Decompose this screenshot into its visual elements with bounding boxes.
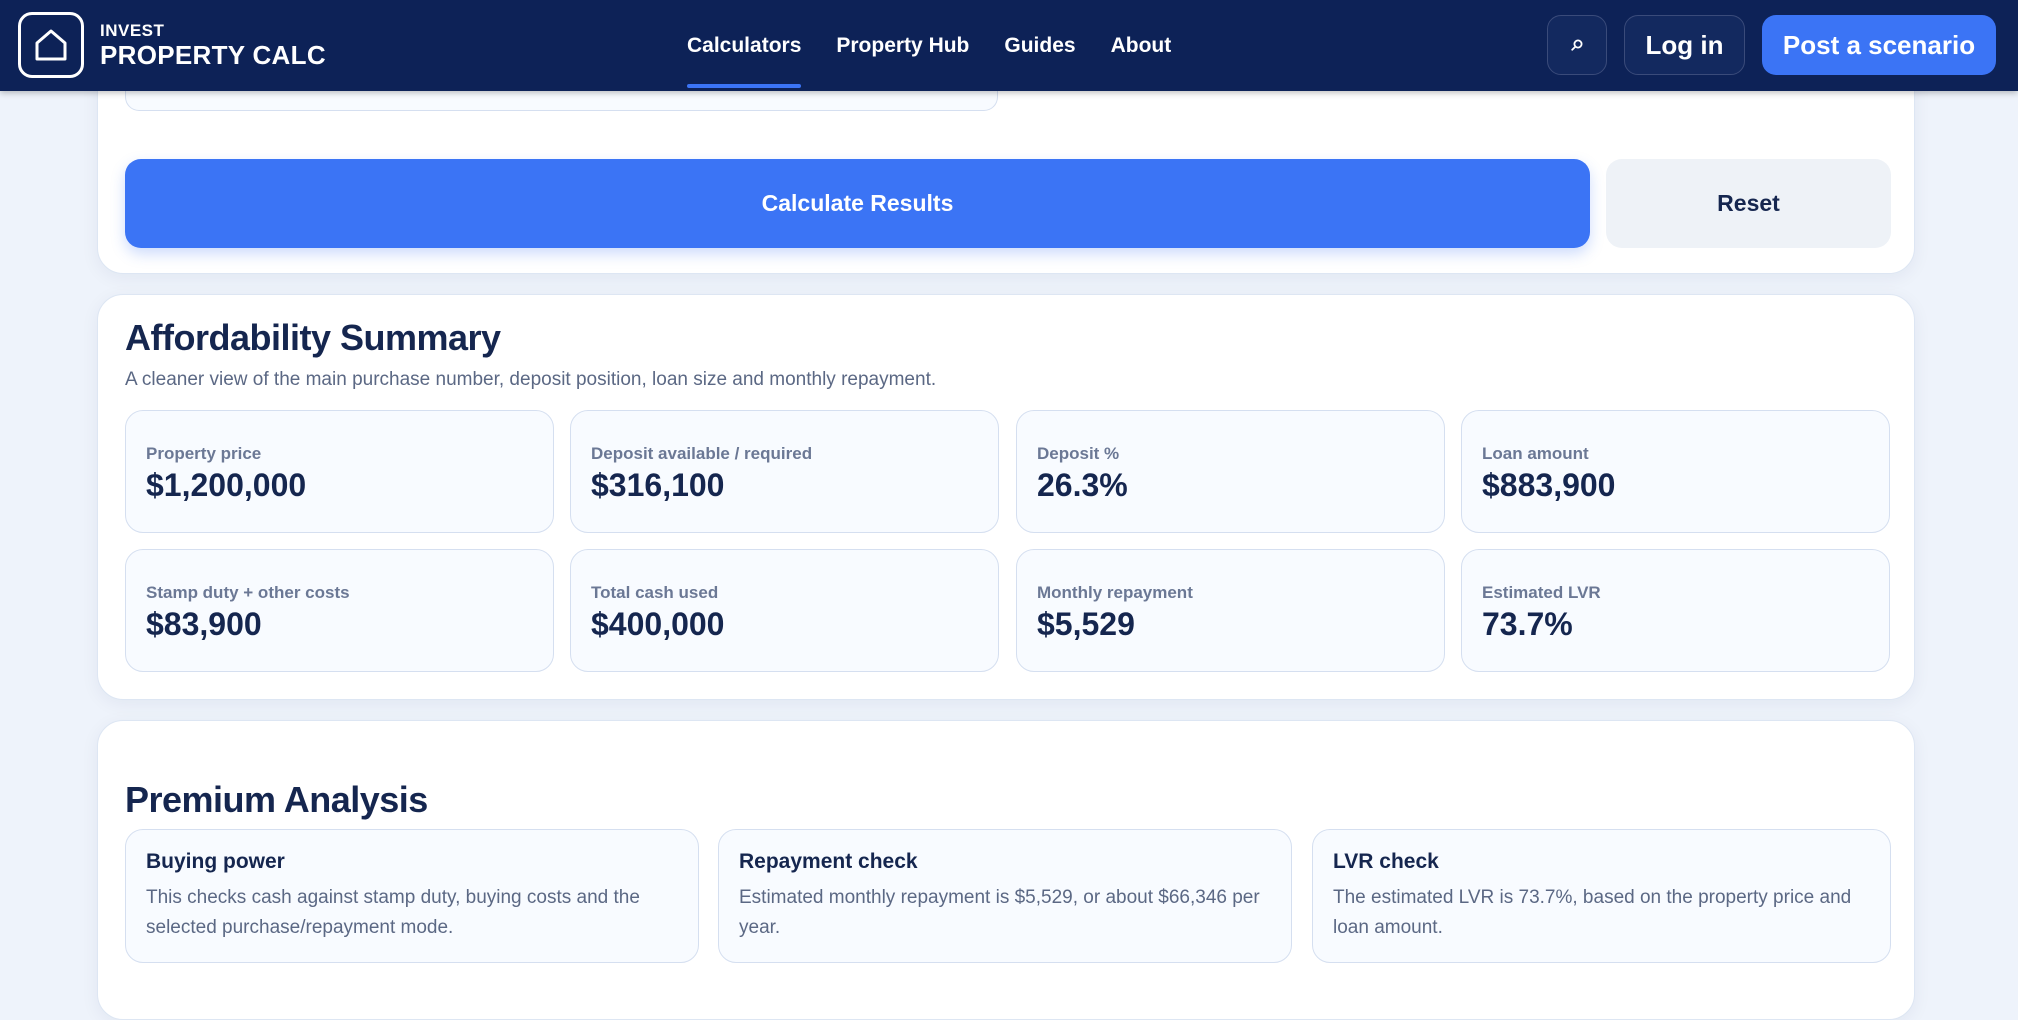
nav-about[interactable]: About [1110, 33, 1172, 57]
stat-label: Loan amount [1482, 444, 1589, 463]
login-button[interactable]: Log in [1624, 15, 1745, 75]
reset-button[interactable]: Reset [1606, 159, 1891, 248]
summary-subtitle: A cleaner view of the main purchase numb… [125, 369, 937, 390]
stat-property-price: Property price $1,200,000 [125, 410, 554, 533]
premium-card-title: Buying power [146, 850, 285, 873]
premium-card-text: The estimated LVR is 73.7%, based on the… [1333, 887, 1852, 938]
stat-estimated-lvr: Estimated LVR 73.7% [1461, 549, 1890, 672]
stat-value: $400,000 [591, 606, 725, 642]
premium-lvr-check: LVR check The estimated LVR is 73.7%, ba… [1312, 829, 1891, 963]
premium-card-title: LVR check [1333, 850, 1439, 873]
stat-value: $316,100 [591, 467, 725, 503]
stat-label: Estimated LVR [1482, 583, 1601, 602]
stat-label: Deposit available / required [591, 444, 813, 463]
brand-name-big: PROPERTY CALC [100, 40, 326, 70]
nav-guides[interactable]: Guides [1004, 33, 1076, 57]
nav-calculators[interactable]: Calculators [687, 0, 802, 91]
stat-label: Total cash used [591, 583, 719, 602]
stat-label: Stamp duty + other costs [146, 583, 350, 602]
stat-value: $5,529 [1037, 606, 1135, 642]
stat-value: $1,200,000 [146, 467, 307, 503]
stat-value: $83,900 [146, 606, 262, 642]
affordability-summary-card: Affordability Summary A cleaner view of … [97, 294, 1915, 700]
premium-card-text: This checks cash against stamp duty, buy… [146, 887, 640, 938]
search-button[interactable] [1547, 15, 1607, 75]
post-scenario-button[interactable]: Post a scenario [1762, 15, 1996, 75]
nav-property-hub[interactable]: Property Hub [836, 33, 970, 57]
search-icon [1571, 39, 1583, 51]
premium-repayment-check: Repayment check Estimated monthly repaym… [718, 829, 1292, 963]
calculate-results-button[interactable]: Calculate Results [125, 159, 1590, 248]
premium-card-title: Repayment check [739, 850, 918, 873]
stat-label: Deposit % [1037, 444, 1120, 463]
stat-deposit-percent: Deposit % 26.3% [1016, 410, 1445, 533]
stat-value: 73.7% [1482, 606, 1573, 642]
stat-deposit: Deposit available / required $316,100 [570, 410, 999, 533]
home-logo-icon[interactable] [18, 12, 84, 78]
premium-buying-power: Buying power This checks cash against st… [125, 829, 699, 963]
stat-monthly-repayment: Monthly repayment $5,529 [1016, 549, 1445, 672]
premium-title: Premium Analysis [125, 779, 428, 820]
stat-total-cash: Total cash used $400,000 [570, 549, 999, 672]
brand-name-small: INVEST [100, 21, 165, 40]
stat-label: Property price [146, 444, 262, 463]
premium-analysis-card: Premium Analysis Buying power This check… [97, 720, 1915, 1020]
premium-card-text: Estimated monthly repayment is $5,529, o… [739, 887, 1260, 938]
top-navbar: INVEST PROPERTY CALC Calculators Propert… [0, 0, 2018, 91]
stat-value: 26.3% [1037, 467, 1128, 503]
stat-label: Monthly repayment [1037, 583, 1193, 602]
stat-loan-amount: Loan amount $883,900 [1461, 410, 1890, 533]
brand-logo[interactable]: INVEST PROPERTY CALC [100, 22, 326, 68]
main-nav: Calculators Property Hub Guides About [687, 0, 1206, 91]
stat-value: $883,900 [1482, 467, 1616, 503]
stat-stamp-duty: Stamp duty + other costs $83,900 [125, 549, 554, 672]
house-icon [35, 29, 67, 61]
summary-title: Affordability Summary [125, 317, 501, 358]
